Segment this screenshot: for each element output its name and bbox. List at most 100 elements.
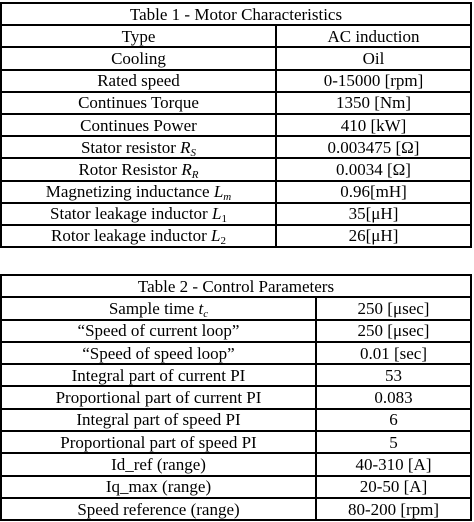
- row-value: 0.96[mH]: [275, 179, 472, 204]
- row-label: Sample time tc: [0, 296, 317, 321]
- table1-caption: Table 1 - Motor Characteristics: [0, 1, 472, 27]
- table-row: Rotor Resistor RR 0.0034 [Ω]: [0, 157, 472, 182]
- row-symbol-subscript: 2: [220, 235, 227, 248]
- row-symbol: R: [180, 137, 191, 157]
- row-label: Speed reference (range): [0, 496, 317, 522]
- row-symbol-subscript: 1: [221, 213, 227, 225]
- table-row: Magnetizing inductance Lm 0.96[mH]: [0, 179, 472, 204]
- row-label: Cooling: [0, 46, 277, 71]
- table-row: Rotor leakage inductor L2 26[μH]: [0, 223, 472, 249]
- row-label-text: Proportional part of speed PI: [60, 432, 257, 452]
- table-row: Id_ref (range) 40-310 [A]: [0, 452, 472, 477]
- row-value: 0.003475 [Ω]: [275, 135, 472, 160]
- row-label-text: “Speed of speed loop”: [82, 343, 235, 363]
- row-symbol: L: [211, 204, 222, 224]
- row-label: Rotor Resistor RR: [0, 157, 277, 182]
- table2-body: Table 2 - Control Parameters Sample time…: [0, 273, 472, 522]
- row-value: 40-310 [A]: [315, 452, 472, 477]
- row-value: 26[μH]: [275, 223, 472, 249]
- row-label: Proportional part of current PI: [0, 385, 317, 410]
- row-label-text: Integral part of speed PI: [76, 410, 241, 430]
- row-label: Type: [0, 24, 277, 49]
- row-value: 0-15000 [rpm]: [275, 68, 472, 93]
- row-value: 5: [315, 430, 472, 455]
- row-label: Rated speed: [0, 68, 277, 93]
- row-label: Magnetizing inductance Lm: [0, 179, 277, 204]
- row-label-text: Magnetizing inductance: [45, 182, 210, 202]
- row-symbol-subscript: R: [191, 168, 199, 181]
- row-label: Stator resistor RS: [0, 135, 277, 160]
- row-label: Stator leakage inductor L1: [0, 201, 277, 226]
- table-row: Continues Power 410 [kW]: [0, 112, 472, 138]
- row-label: Proportional part of speed PI: [0, 430, 317, 455]
- row-value: 250 [μsec]: [315, 318, 472, 343]
- table-row: Stator leakage inductor L1 35[μH]: [0, 201, 472, 226]
- row-value: 20-50 [A]: [315, 474, 472, 499]
- row-label-text: “Speed of current loop”: [77, 321, 240, 341]
- table-row: Integral part of speed PI 6: [0, 407, 472, 433]
- row-value: 410 [kW]: [275, 112, 472, 138]
- table-row: Proportional part of current PI 0.083: [0, 385, 472, 410]
- table-row: “Speed of current loop” 250 [μsec]: [0, 318, 472, 343]
- row-symbol: L: [211, 226, 221, 246]
- row-label-text: Rotor Resistor: [78, 159, 178, 179]
- table-row: Integral part of current PI 53: [0, 363, 472, 388]
- row-value: 6: [315, 407, 472, 433]
- row-value: 53: [315, 363, 472, 388]
- table-row: “Speed of speed loop” 0.01 [sec]: [0, 340, 472, 366]
- row-label-text: Iq_max (range): [105, 477, 212, 497]
- table-row: Speed reference (range) 80-200 [rpm]: [0, 496, 472, 522]
- row-label-text: Cooling: [111, 48, 166, 68]
- row-label: Id_ref (range): [0, 452, 317, 477]
- table2-caption: Table 2 - Control Parameters: [0, 273, 472, 299]
- row-value: 0.083: [315, 385, 472, 410]
- row-label: Rotor leakage inductor L2: [0, 223, 277, 249]
- row-value: 80-200 [rpm]: [315, 496, 472, 522]
- table-caption-row: Table 2 - Control Parameters: [0, 273, 472, 299]
- row-label-text: Continues Torque: [78, 93, 199, 113]
- row-label: Iq_max (range): [0, 474, 317, 499]
- row-label-text: Id_ref (range): [111, 455, 206, 475]
- row-label-text: Speed reference (range): [77, 499, 240, 519]
- row-label: Continues Torque: [0, 90, 277, 115]
- row-label: Integral part of speed PI: [0, 407, 317, 433]
- row-symbol: R: [181, 159, 192, 179]
- table-row: Type AC induction: [0, 24, 472, 49]
- row-label-text: Continues Power: [80, 115, 197, 135]
- row-value: 250 [μsec]: [315, 296, 472, 321]
- row-label-text: Rotor leakage inductor: [51, 226, 207, 246]
- table-row: Rated speed 0-15000 [rpm]: [0, 68, 472, 93]
- row-label-text: Stator leakage inductor: [50, 204, 208, 224]
- table-row: Stator resistor RS 0.003475 [Ω]: [0, 135, 472, 160]
- table1-body: Table 1 - Motor Characteristics Type AC i…: [0, 1, 472, 249]
- row-symbol: t: [198, 298, 204, 318]
- table-caption-row: Table 1 - Motor Characteristics: [0, 1, 472, 27]
- row-symbol-subscript: S: [190, 146, 197, 159]
- row-label: Continues Power: [0, 112, 277, 138]
- row-label-text: Rated speed: [97, 71, 180, 91]
- row-value: Oil: [275, 46, 472, 71]
- row-value: AC induction: [275, 24, 472, 49]
- row-label-text: Stator resistor: [80, 137, 176, 157]
- row-value: 0.0034 [Ω]: [275, 157, 472, 182]
- row-value: 1350 [Nm]: [275, 90, 472, 115]
- table-row: Proportional part of speed PI 5: [0, 430, 472, 455]
- control-parameters-table: Table 2 - Control Parameters Sample time…: [0, 273, 472, 522]
- row-symbol: L: [213, 182, 224, 202]
- table-row: Iq_max (range) 20-50 [A]: [0, 474, 472, 499]
- row-value: 0.01 [sec]: [315, 340, 472, 366]
- row-label: Integral part of current PI: [0, 363, 317, 388]
- row-symbol-subscript: c: [203, 307, 209, 320]
- row-label-text: Sample time: [108, 298, 195, 318]
- motor-characteristics-table: Table 1 - Motor Characteristics Type AC i…: [0, 1, 472, 249]
- row-label-text: Proportional part of current PI: [55, 388, 262, 408]
- row-label-text: Type: [121, 26, 156, 46]
- row-label: “Speed of current loop”: [0, 318, 317, 343]
- row-value: 35[μH]: [275, 201, 472, 226]
- table-row: Cooling Oil: [0, 46, 472, 71]
- row-label: “Speed of speed loop”: [0, 340, 317, 366]
- row-label-text: Integral part of current PI: [71, 365, 246, 385]
- row-symbol-subscript: m: [223, 191, 232, 203]
- table-row: Continues Torque 1350 [Nm]: [0, 90, 472, 115]
- table-row: Sample time tc 250 [μsec]: [0, 296, 472, 321]
